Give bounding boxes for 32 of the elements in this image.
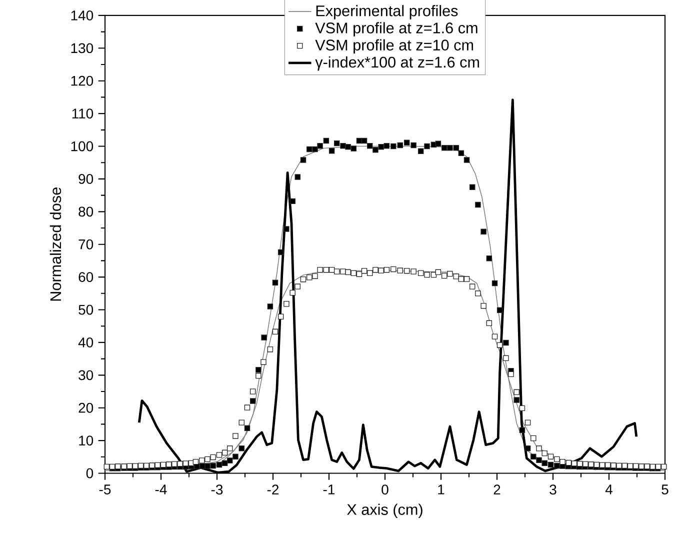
legend-label: Experimental profiles: [316, 5, 458, 20]
y-axis-title: Normalized dose: [50, 188, 62, 301]
y-tick-label: 130: [71, 43, 94, 54]
x-tick-label: -4: [155, 484, 167, 494]
legend-label: VSM profile at z=1.6 cm: [315, 22, 478, 36]
legend-label: VSM profile at z=10 cm: [315, 39, 474, 54]
y-tick-label: 70: [78, 239, 94, 250]
x-tick-label: 4: [605, 484, 612, 494]
y-tick-label: 120: [71, 76, 94, 86]
y-tick-label: 50: [78, 304, 94, 315]
x-tick-label: -5: [99, 484, 111, 494]
x-tick-label: -2: [267, 484, 279, 494]
y-tick-label: 20: [78, 402, 94, 413]
y-tick-label: 30: [78, 370, 94, 380]
y-tick-label: 60: [78, 272, 94, 282]
x-tick-label: -1: [323, 484, 335, 494]
y-tick-label: 10: [79, 436, 94, 446]
x-tick-label: 1: [438, 484, 444, 494]
x-axis-title: X axis (cm): [347, 504, 422, 518]
y-tick-label: 100: [71, 141, 94, 152]
y-tick-label: 110: [72, 108, 94, 119]
x-tick-label: -3: [211, 484, 223, 495]
legend-label: γ-index*100 at z=1.6 cm: [315, 56, 479, 71]
y-tick-label: 90: [78, 174, 94, 184]
y-tick-label: 140: [71, 10, 94, 20]
x-tick-label: 5: [662, 484, 668, 494]
x-tick-label: 2: [494, 484, 500, 494]
y-tick-label: 80: [78, 206, 94, 217]
x-tick-label: 3: [550, 484, 556, 495]
x-tick-label: 0: [382, 484, 388, 495]
y-tick-label: 40: [78, 338, 94, 348]
y-tick-label: 0: [86, 468, 94, 478]
